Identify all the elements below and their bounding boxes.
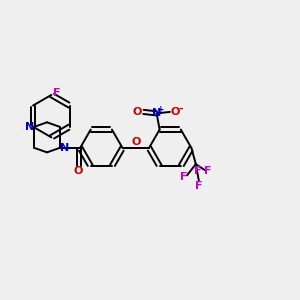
Text: F: F xyxy=(53,88,61,98)
Text: -: - xyxy=(179,103,183,113)
Text: N: N xyxy=(60,143,69,153)
Text: F: F xyxy=(180,172,187,182)
Text: N: N xyxy=(25,122,34,132)
Text: O: O xyxy=(74,166,83,176)
Text: N: N xyxy=(152,108,161,118)
Text: +: + xyxy=(157,105,164,114)
Text: F: F xyxy=(194,166,201,176)
Text: O: O xyxy=(133,107,142,117)
Text: F: F xyxy=(204,167,212,176)
Text: O: O xyxy=(170,107,180,117)
Text: O: O xyxy=(131,137,140,147)
Text: F: F xyxy=(195,181,202,190)
